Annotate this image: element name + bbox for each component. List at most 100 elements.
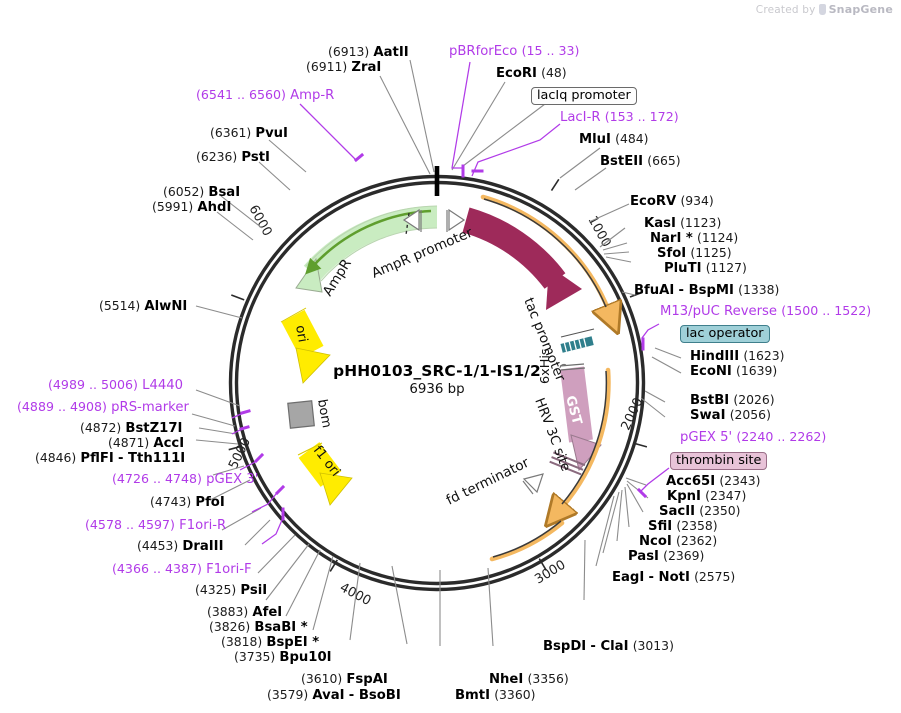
- primer-label-laci-r: LacI-R (153 .. 172): [560, 110, 679, 125]
- enzyme-name: BmtI: [455, 688, 491, 703]
- enzyme-pos: (2358): [676, 518, 718, 533]
- enzyme-pos: (2347): [705, 488, 747, 503]
- enzyme-name: AvaI: [312, 688, 345, 703]
- enzyme-label-avai: (3579) AvaI - BsoBI: [267, 687, 401, 703]
- enzyme-label-sfoi: SfoI (1125): [657, 246, 732, 261]
- enzyme-pos: (4743): [150, 494, 192, 509]
- enzyme-name: PstI: [241, 150, 270, 165]
- enzyme-pos: (1639): [736, 363, 778, 378]
- enzyme-label-swai: SwaI (2056): [690, 408, 771, 423]
- primer-label-f1ori-f: (4366 .. 4387) F1ori-F: [112, 562, 252, 577]
- enzyme-name: BstBI: [690, 393, 730, 408]
- enzyme-label-alwni: (5514) AlwNI: [99, 299, 187, 314]
- primer-name: pBRforEco: [449, 44, 518, 59]
- enzyme-label-kasi: KasI (1123): [644, 216, 721, 231]
- enzyme-pos: (4871): [108, 435, 150, 450]
- enzyme-pos: (1123): [680, 215, 722, 230]
- watermark-created-by: Created by: [755, 3, 816, 16]
- enzyme-pos: (4325): [195, 582, 237, 597]
- enzyme-name: BspEI *: [266, 635, 320, 650]
- enzyme-pos: (2369): [663, 548, 705, 563]
- enzyme-label-mlui: MluI (484): [579, 132, 648, 147]
- primer-label-pbrforeco: pBRforEco (15 .. 33): [449, 44, 579, 59]
- enzyme-name: EcoRV: [630, 194, 677, 209]
- feature-label-ori: ori: [292, 324, 310, 344]
- enzyme-label-bfuai: BfuAI - BspMI (1338): [634, 282, 780, 298]
- enzyme-pos: (1127): [705, 260, 747, 275]
- leader-lines: [191, 59, 682, 647]
- enzyme-label-nari: NarI * (1124): [650, 231, 738, 246]
- primer-label-m13puc-reverse: M13/pUC Reverse (1500 .. 1522): [660, 304, 871, 319]
- enzyme-label-bspei: (3818) BspEI *: [221, 635, 319, 650]
- primer-range: (2240 .. 2262): [736, 429, 827, 444]
- plasmid-title-block: pHH0103_SRC-1/1-IS1/2 6936 bp: [333, 362, 541, 397]
- enzyme-pos: (2350): [699, 503, 741, 518]
- enzyme-label-ecorv: EcoRV (934): [630, 194, 714, 209]
- enzyme-label-ecori: EcoRI (48): [496, 66, 567, 81]
- enzyme-label-hindiii: HindIII (1623): [690, 349, 785, 364]
- feature-ampR-promoter: [402, 208, 422, 232]
- enzyme-name: PflFI: [80, 451, 114, 466]
- enzyme-label-kpni: KpnI (2347): [667, 489, 746, 504]
- enzyme-pos: (4846): [35, 450, 77, 465]
- enzyme-name: NcoI: [639, 534, 672, 549]
- enzyme-name: BstZ17I: [125, 421, 183, 436]
- enzyme-label-pflfi: (4846) PflFI - Tth111I: [35, 450, 186, 466]
- enzyme-name: NarI *: [650, 231, 693, 246]
- enzyme-label-draiii: (4453) DraIII: [137, 539, 223, 554]
- primer-range: (4989 .. 5006): [48, 377, 138, 392]
- watermark-brand: SnapGene: [828, 3, 893, 16]
- enzyme-pos: (3360): [494, 687, 536, 702]
- enzyme-pos: (4453): [137, 538, 179, 553]
- primer-range: (4366 .. 4387): [112, 561, 202, 576]
- enzyme-pos: (1124): [697, 230, 739, 245]
- enzyme-name: KasI: [644, 216, 676, 231]
- enzyme-pos: (1125): [690, 245, 732, 260]
- primer-label-f1ori-r: (4578 .. 4597) F1ori-R: [85, 518, 226, 533]
- enzyme-pos: (665): [647, 153, 681, 168]
- feature-fd-terminator: [522, 473, 544, 495]
- enzyme-name: SfiI: [648, 519, 673, 534]
- enzyme-name-2: ClaI: [600, 639, 629, 654]
- enzyme-pos: (2343): [719, 473, 761, 488]
- enzyme-label-bsai: (6052) BsaI: [163, 185, 240, 200]
- primer-name: M13/pUC Reverse: [660, 304, 778, 319]
- enzyme-pos: (5514): [99, 298, 141, 313]
- enzyme-pos: (6236): [196, 149, 238, 164]
- enzyme-pos: (6361): [210, 125, 252, 140]
- feature-tac-promoter: [446, 208, 466, 232]
- enzyme-name: BsaI: [208, 185, 241, 200]
- enzyme-name: BsaBI *: [254, 620, 308, 635]
- primer-label-amp-r: (6541 .. 6560) Amp-R: [196, 88, 334, 103]
- feature-bom: [287, 400, 315, 429]
- enzyme-label-bsteii: BstEII (665): [600, 154, 681, 169]
- enzyme-name: EcoRI: [496, 66, 537, 81]
- enzyme-name: ZraI: [351, 60, 382, 75]
- feature-HRV-3C-site: [549, 451, 586, 476]
- enzyme-pos: (3013): [632, 638, 674, 653]
- feature-lacI: [462, 207, 582, 310]
- enzyme-name: AfeI: [252, 605, 283, 620]
- enzyme-label-acc65i: Acc65I (2343): [666, 474, 761, 489]
- primer-range: (4578 .. 4597): [85, 517, 175, 532]
- enzyme-pos: (3883): [207, 604, 249, 619]
- enzyme-pos: (3579): [267, 687, 309, 702]
- enzyme-pos: (2056): [729, 407, 771, 422]
- enzyme-label-psii: (4325) PsiI: [195, 583, 267, 598]
- enzyme-name: DraIII: [182, 539, 224, 554]
- enzyme-label-pasi: PasI (2369): [628, 549, 704, 564]
- enzyme-label-aatii: (6913) AatII: [328, 45, 409, 60]
- primer-name: L4440: [142, 378, 184, 393]
- enzyme-pos: (3826): [209, 619, 251, 634]
- primer-range: (15 .. 33): [521, 43, 580, 58]
- coordinate-ticks: [228, 178, 648, 572]
- feature-f1-ori: [297, 442, 353, 506]
- enzyme-pos: (3356): [527, 671, 569, 686]
- feature-GST: [559, 363, 602, 472]
- primer-label-l4440: (4989 .. 5006) L4440: [48, 378, 183, 393]
- primer-leader-ticks: [239, 152, 648, 521]
- feature-label-GST: GST: [562, 394, 584, 426]
- feature-label-fd-terminator: fd terminator: [444, 455, 532, 509]
- enzyme-name: PfoI: [195, 495, 225, 510]
